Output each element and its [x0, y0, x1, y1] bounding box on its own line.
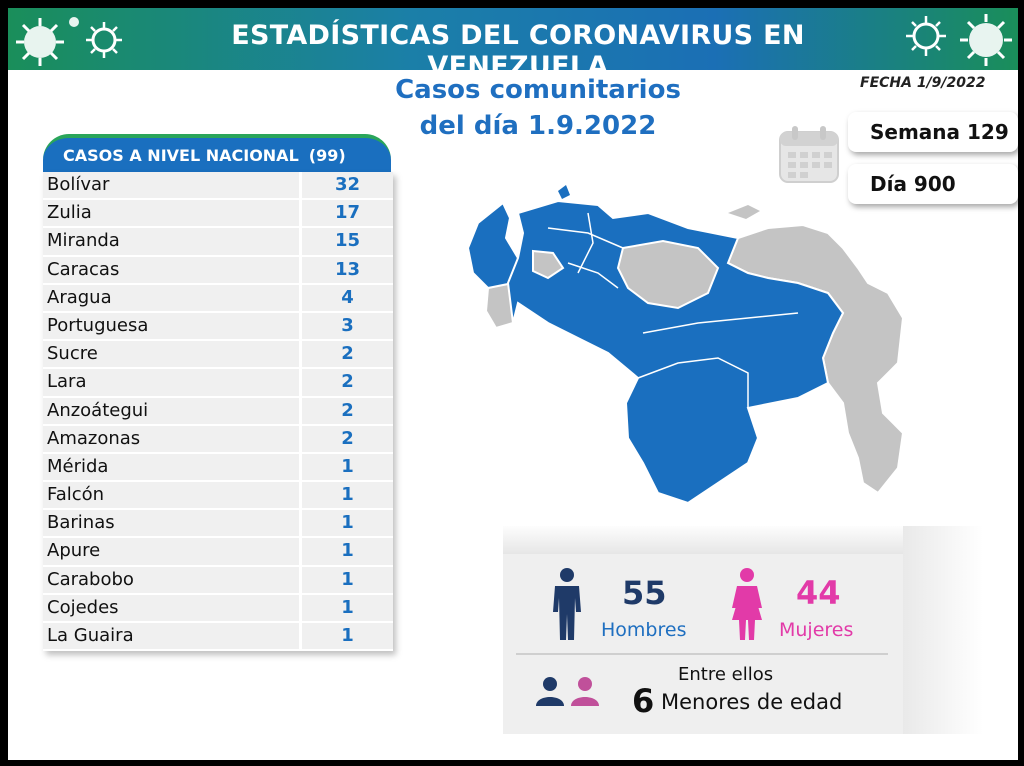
- table-row: Falcón 1: [43, 482, 393, 511]
- panel-top: [503, 526, 973, 554]
- subtitle-line1: Casos comunitarios: [395, 75, 681, 105]
- table-title: CASOS A NIVEL NACIONAL: [63, 145, 299, 165]
- table-row: Portuguesa 3: [43, 312, 393, 342]
- minors-count: 6: [632, 682, 655, 720]
- case-count: 32: [302, 172, 393, 199]
- table-row: La Guaira 1: [43, 623, 393, 652]
- case-count: 15: [302, 228, 393, 255]
- state-name: Carabobo: [43, 566, 299, 593]
- day-counter: Día 900: [848, 164, 1018, 204]
- state-name: Aragua: [43, 284, 299, 311]
- table-row: Aragua 4: [43, 284, 393, 313]
- state-name: Cojedes: [43, 594, 299, 621]
- state-name: Mérida: [43, 453, 299, 481]
- case-count: 2: [302, 341, 393, 368]
- state-name: La Guaira: [43, 623, 299, 650]
- man-icon: [553, 568, 581, 640]
- table-row: Anzoátegui 2: [43, 397, 393, 426]
- virus-icon: [960, 14, 1012, 66]
- state-name: Caracas: [43, 256, 299, 283]
- map-region-north-overlay: [532, 249, 565, 280]
- state-name: Lara: [43, 369, 299, 396]
- table-row: Amazonas 2: [43, 425, 393, 454]
- state-name: Apure: [43, 538, 299, 565]
- infographic: ESTADÍSTICAS DEL CORONAVIRUS EN VENEZUEL…: [8, 8, 1018, 760]
- calendar-icon: [779, 126, 839, 183]
- entre-ellos-label: Entre ellos: [678, 664, 774, 685]
- case-count: 17: [302, 200, 393, 227]
- day-label: Día 900: [870, 172, 956, 196]
- minors-icon: [536, 677, 599, 706]
- state-name: Falcón: [43, 482, 299, 509]
- header-banner: ESTADÍSTICAS DEL CORONAVIRUS EN VENEZUEL…: [8, 8, 1018, 82]
- table-row: Miranda 15: [43, 228, 393, 257]
- state-name: Bolívar: [43, 172, 299, 199]
- case-count: 2: [302, 397, 393, 424]
- state-name: Amazonas: [43, 425, 299, 452]
- case-count: 1: [302, 510, 393, 537]
- state-name: Sucre: [43, 341, 299, 368]
- page-title: ESTADÍSTICAS DEL CORONAVIRUS EN VENEZUEL…: [231, 20, 805, 82]
- case-count: 13: [302, 256, 393, 283]
- women-count: 44: [796, 574, 841, 612]
- gender-panel: [503, 554, 903, 734]
- virus-icon: [86, 22, 122, 58]
- table-row: Bolívar 32: [43, 172, 393, 201]
- table-row: Lara 2: [43, 369, 393, 398]
- date-label: FECHA 1/9/2022: [860, 75, 986, 91]
- subtitle-line2: del día 1.9.2022: [419, 111, 657, 141]
- table-row: Sucre 2: [43, 341, 393, 370]
- subtitle: Casos comunitarios del día 1.9.2022: [378, 72, 698, 144]
- table-total: (99): [308, 145, 346, 165]
- case-count: 3: [302, 312, 393, 340]
- case-count: 4: [302, 284, 393, 311]
- case-count: 1: [302, 538, 393, 565]
- case-count: 1: [302, 594, 393, 621]
- state-name: Anzoátegui: [43, 397, 299, 424]
- venezuela-map: [466, 185, 905, 505]
- state-name: Zulia: [43, 200, 299, 227]
- case-count: 2: [302, 425, 393, 452]
- table-row: Barinas 1: [43, 510, 393, 539]
- virus-icon: [16, 17, 79, 66]
- table-header: CASOS A NIVEL NACIONAL (99): [43, 134, 391, 172]
- minors-label: Menores de edad: [661, 690, 843, 714]
- cases-table: Bolívar 32 Zulia 17 Miranda 15 Caracas 13 Aragua…: [43, 172, 393, 652]
- week-counter: Semana 129: [848, 112, 1018, 152]
- table-row: Carabobo 1: [43, 566, 393, 595]
- case-count: 2: [302, 369, 393, 396]
- table-row: Caracas 13: [43, 256, 393, 285]
- case-count: 1: [302, 482, 393, 509]
- men-label: Hombres: [601, 619, 687, 641]
- men-count: 55: [622, 574, 667, 612]
- state-name: Miranda: [43, 228, 299, 255]
- table-row: Mérida 1: [43, 453, 393, 483]
- state-name: Portuguesa: [43, 312, 299, 340]
- women-label: Mujeres: [779, 619, 854, 641]
- state-name: Barinas: [43, 510, 299, 537]
- table-row: Cojedes 1: [43, 594, 393, 623]
- map-region-lara-overlay: [616, 239, 720, 310]
- map-region-falcon-tip: [558, 185, 570, 199]
- table-row: Zulia 17: [43, 200, 393, 229]
- map-island: [728, 205, 760, 219]
- case-count: 1: [302, 566, 393, 593]
- table-row: Apure 1: [43, 538, 393, 567]
- case-count: 1: [302, 623, 393, 650]
- panel-shadow: [903, 526, 983, 734]
- woman-icon: [732, 568, 762, 640]
- virus-icon: [906, 16, 946, 56]
- panel-divider: [516, 653, 888, 655]
- week-label: Semana 129: [870, 120, 1009, 144]
- case-count: 1: [302, 453, 393, 481]
